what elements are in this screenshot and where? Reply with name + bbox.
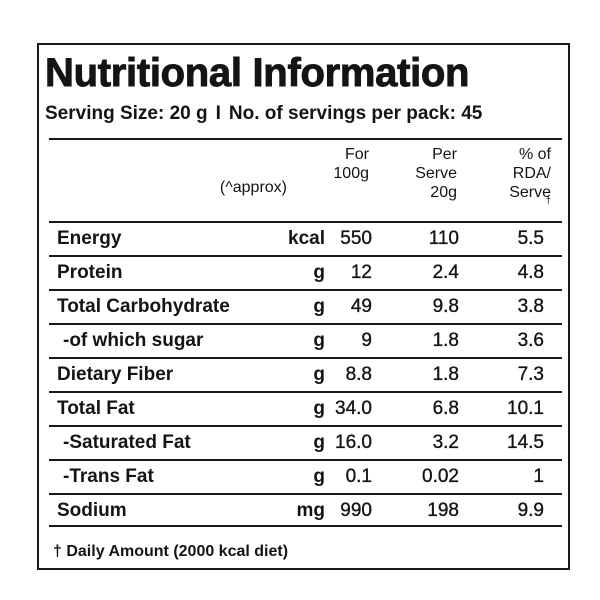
table-row: Total Fat g 34.0 6.8 10.1 (49, 391, 562, 425)
serving-separator: I (215, 103, 221, 124)
servings-per-pack: No. of servings per pack: 45 (228, 103, 483, 124)
column-header-line: RDA/ (512, 165, 551, 182)
table-row: Energy kcal 550 110 5.5 (49, 221, 562, 255)
rda-serve-text: Serve (509, 184, 551, 201)
column-header-per-100g: For 100g (299, 145, 369, 183)
nutrient-name: -Trans Fat (63, 466, 154, 487)
value-per-serve: 6.8 (432, 398, 459, 419)
header-rule (49, 138, 562, 140)
nutrition-label: Nutritional Information Serving Size: 20… (37, 43, 570, 570)
value-per-serve: 1.8 (432, 330, 459, 351)
nutrient-name: Dietary Fiber (57, 364, 174, 385)
value-per-100g: 34.0 (335, 398, 372, 419)
table-row: -Saturated Fat g 16.0 3.2 14.5 (49, 425, 562, 459)
column-header-line: 100g (333, 165, 369, 182)
value-per-serve: 198 (427, 500, 459, 521)
approx-text: (^approx) (219, 179, 287, 196)
serving-info: Serving Size: 20 g I No. of servings per p… (45, 101, 482, 127)
value-rda: 14.5 (507, 432, 544, 453)
value-per-100g: 16.0 (335, 432, 372, 453)
value-per-serve: 0.02 (422, 466, 459, 487)
nutrient-table: Energy kcal 550 110 5.5 Protein g 12 2.4… (49, 221, 562, 527)
value-per-serve: 1.8 (432, 364, 459, 385)
value-rda: 10.1 (507, 398, 544, 419)
value-per-100g: 0.1 (345, 466, 372, 487)
footnote: † Daily Amount (2000 kcal diet) (53, 543, 289, 560)
nutrient-unit: mg (296, 500, 326, 521)
column-header-line: 20g (430, 184, 457, 201)
column-header-line: For (345, 146, 369, 163)
approx-note: (^approx) (39, 178, 287, 197)
value-per-100g: 12 (350, 262, 372, 283)
nutrient-name: Total Carbohydrate (57, 296, 230, 317)
nutrient-name: -of which sugar (63, 330, 204, 351)
value-per-serve: 3.2 (432, 432, 459, 453)
value-per-100g: 550 (340, 228, 372, 249)
table-row: -Trans Fat g 0.1 0.02 1 (49, 459, 562, 493)
nutrient-name: Sodium (57, 500, 127, 521)
value-rda: 9.9 (517, 500, 544, 521)
value-per-serve: 2.4 (432, 262, 459, 283)
table-row: -of which sugar g 9 1.8 3.6 (49, 323, 562, 357)
value-rda: 7.3 (517, 364, 544, 385)
value-per-serve: 110 (428, 228, 460, 249)
value-rda: 3.8 (517, 296, 544, 317)
nutrient-name: Energy (57, 228, 122, 249)
value-rda: 1 (533, 466, 544, 487)
nutrient-unit: g (313, 432, 325, 453)
nutrient-unit: kcal (288, 228, 325, 249)
nutrient-unit: g (313, 364, 325, 385)
label-title: Nutritional Information (45, 51, 470, 96)
value-per-100g: 49 (350, 296, 372, 317)
column-header-line: Serve (415, 165, 457, 182)
value-rda: 5.5 (517, 228, 544, 249)
column-header-per-serve: Per Serve 20g (379, 145, 457, 202)
nutrient-unit: g (313, 330, 325, 351)
nutrient-unit: g (313, 262, 325, 283)
value-per-100g: 9 (361, 330, 372, 351)
value-rda: 3.6 (517, 330, 544, 351)
value-per-serve: 9.8 (432, 296, 459, 317)
nutrient-unit: g (313, 398, 325, 419)
serving-size: Serving Size: 20 g (45, 103, 208, 124)
table-row: Dietary Fiber g 8.8 1.8 7.3 (49, 357, 562, 391)
value-per-100g: 8.8 (345, 364, 372, 385)
nutrient-unit: g (313, 296, 325, 317)
column-header-line: Serve † (477, 183, 551, 207)
value-per-100g: 990 (340, 500, 372, 521)
column-header-line: Per (432, 146, 457, 163)
nutrient-unit: g (313, 466, 325, 487)
table-row: Protein g 12 2.4 4.8 (49, 255, 562, 289)
table-row: Total Carbohydrate g 49 9.8 3.8 (49, 289, 562, 323)
nutrient-name: Protein (57, 262, 123, 283)
column-header-rda: % of RDA/ Serve † (477, 145, 551, 207)
value-rda: 4.8 (517, 262, 544, 283)
column-header-line: % of (518, 146, 551, 163)
nutrient-name: -Saturated Fat (63, 432, 191, 453)
table-row: Sodium mg 990 198 9.9 (49, 493, 562, 527)
nutrient-name: Total Fat (57, 398, 135, 419)
